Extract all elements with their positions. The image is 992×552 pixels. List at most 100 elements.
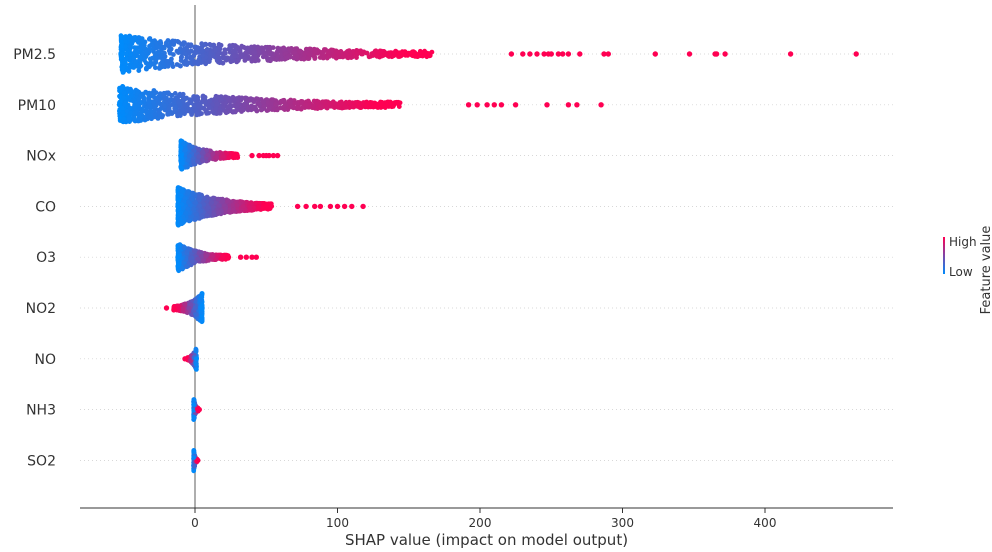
shap-outlier-point	[349, 203, 355, 210]
shap-point	[116, 102, 123, 108]
shap-point	[230, 207, 236, 213]
shap-point	[210, 101, 215, 107]
shap-outlier-point	[605, 51, 611, 57]
shap-point	[322, 99, 328, 105]
shap-point	[427, 53, 433, 59]
shap-point	[193, 312, 199, 318]
shap-point	[265, 57, 271, 63]
shap-outlier-point	[484, 102, 490, 108]
shap-point	[128, 93, 134, 98]
shap-point	[331, 100, 336, 106]
shap-point	[149, 55, 155, 61]
shap-outlier-point	[249, 152, 255, 159]
shap-point	[142, 117, 148, 123]
shap-point	[193, 216, 198, 222]
shap-point	[144, 65, 149, 71]
shap-point	[160, 58, 166, 63]
shap-point	[182, 245, 187, 250]
shap-point	[181, 40, 187, 46]
shap-point	[166, 111, 172, 117]
feature-label: NO	[35, 352, 57, 368]
shap-point	[333, 48, 339, 54]
shap-point	[128, 44, 134, 50]
shap-point	[326, 49, 332, 55]
shap-point	[172, 38, 178, 44]
feature-label: O3	[36, 250, 56, 266]
shap-point	[199, 305, 205, 311]
shap-point	[201, 201, 206, 207]
shap-point	[188, 358, 194, 364]
shap-outlier-point	[652, 51, 658, 57]
shap-point	[240, 107, 246, 113]
shap-point	[396, 100, 401, 106]
shap-point	[185, 48, 191, 54]
shap-point	[118, 39, 124, 45]
shap-point	[282, 107, 288, 112]
shap-point	[294, 53, 300, 59]
shap-point	[186, 199, 191, 205]
shap-point	[180, 306, 186, 311]
shap-point	[387, 53, 393, 59]
shap-point	[226, 155, 232, 161]
shap-point	[270, 97, 276, 103]
shap-outlier-point	[853, 51, 859, 57]
shap-outlier-point	[266, 152, 272, 159]
shap-point	[195, 256, 201, 262]
shap-outlier-point	[182, 356, 188, 362]
shap-point	[235, 58, 241, 64]
shap-point	[226, 46, 232, 52]
shap-point	[154, 40, 160, 46]
shap-point	[239, 52, 245, 58]
shap-point	[348, 55, 354, 60]
shap-point	[172, 104, 178, 109]
shap-point	[194, 212, 199, 217]
shap-point	[275, 45, 281, 51]
shap-point	[247, 205, 253, 210]
shap-outlier-point	[237, 254, 244, 260]
shap-point	[293, 101, 298, 106]
shap-point	[191, 414, 197, 420]
shap-outlier-point	[303, 203, 309, 210]
shap-point	[234, 103, 240, 109]
shap-point	[342, 105, 348, 110]
shap-point	[203, 98, 208, 104]
x-tick-label: 400	[754, 516, 777, 530]
shap-point	[206, 105, 212, 111]
shap-outlier-point	[243, 254, 249, 260]
shap-point	[230, 202, 236, 208]
shap-point	[297, 49, 303, 54]
shap-point	[119, 43, 124, 49]
shap-point	[197, 250, 202, 256]
shap-outlier-point	[195, 457, 201, 464]
shap-point	[153, 56, 159, 62]
shap-point	[193, 356, 199, 362]
shap-point	[189, 259, 195, 265]
shap-point	[156, 109, 162, 115]
shap-point	[215, 196, 221, 202]
shap-point	[175, 262, 181, 268]
shap-point	[193, 107, 199, 113]
shap-point	[260, 46, 266, 52]
shap-point	[284, 55, 290, 60]
shap-point	[179, 54, 185, 60]
shap-point	[139, 38, 145, 44]
shap-point	[382, 51, 388, 57]
shap-outlier-point	[508, 51, 515, 57]
shap-point	[183, 210, 189, 216]
shap-point	[312, 48, 318, 54]
shap-point	[267, 51, 272, 56]
shap-point	[214, 102, 220, 107]
shap-point	[369, 51, 375, 56]
shap-point	[225, 104, 230, 110]
shap-outlier-point	[270, 152, 277, 159]
shap-point	[178, 58, 184, 63]
shap-point	[175, 254, 181, 260]
shap-point	[354, 55, 359, 60]
shap-outlier-point	[360, 203, 366, 210]
shap-point	[199, 48, 205, 54]
shap-point	[143, 49, 149, 55]
shap-point	[198, 297, 204, 303]
shap-point	[151, 61, 157, 67]
feature-row-points	[191, 397, 202, 422]
shap-point	[225, 109, 230, 115]
